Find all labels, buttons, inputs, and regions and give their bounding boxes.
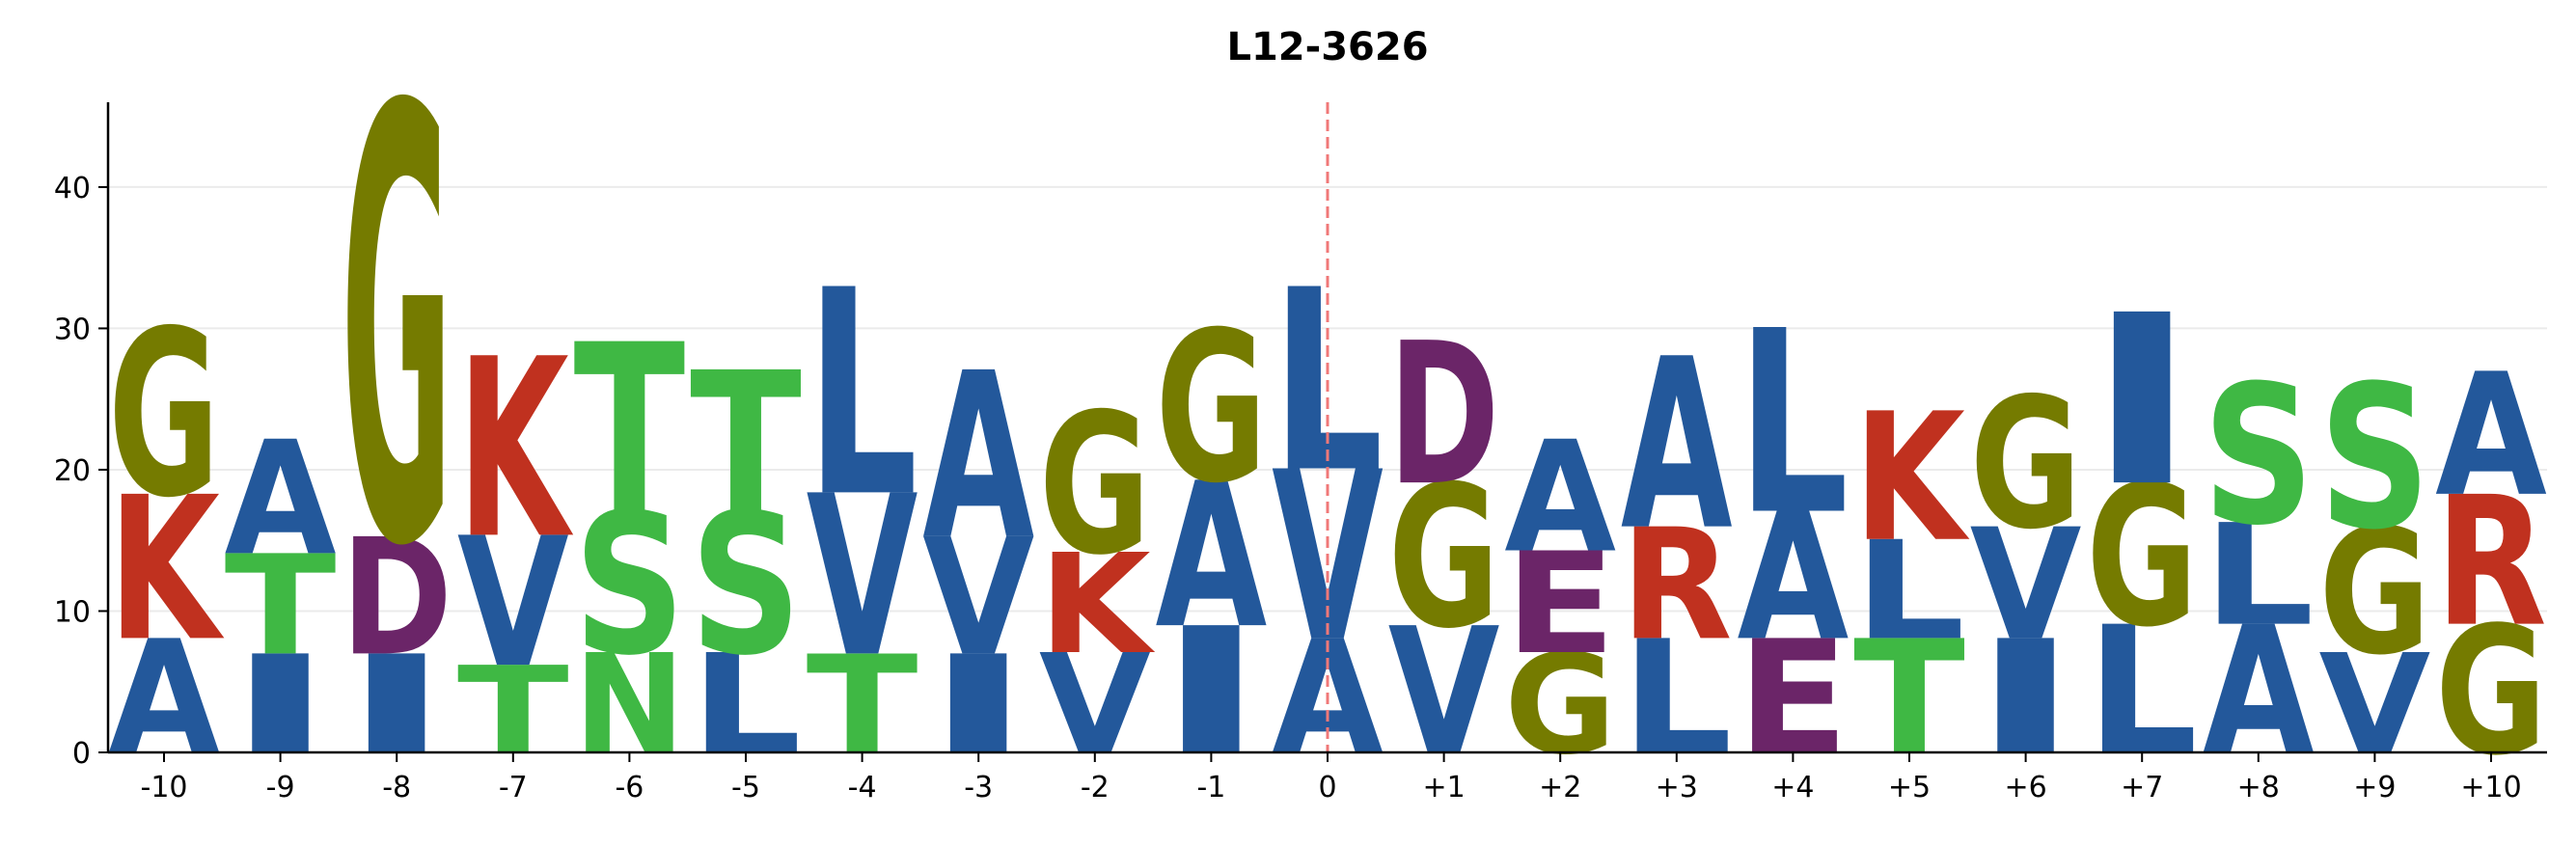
logo-letter: V [922, 505, 1034, 693]
logo-letter: E [1504, 524, 1616, 686]
logo-letter: G [2319, 491, 2431, 693]
logo-letter: L [1738, 278, 1850, 571]
x-tick-label: -1 [1196, 771, 1225, 804]
logo-letter: G [1970, 360, 2082, 570]
logo-letter: A [922, 324, 1034, 590]
logo-letter: S [2319, 343, 2431, 573]
x-tick-label: -5 [731, 771, 760, 804]
x-tick-label: 0 [1318, 771, 1336, 804]
x-tick-label: -2 [1081, 771, 1110, 804]
logo-letter: R [1621, 496, 1733, 674]
logo-letter: G [1039, 372, 1151, 598]
logo-letter: D [341, 504, 452, 692]
x-tick-label: +8 [2237, 771, 2280, 804]
y-tick-label: 0 [72, 737, 91, 771]
x-tick-label: -9 [266, 771, 295, 804]
x-tick-label: +2 [1539, 771, 1581, 804]
logo-letter: L [807, 229, 918, 559]
x-tick-label: +1 [1422, 771, 1465, 804]
logo-letter: R [2435, 458, 2547, 666]
x-tick-label: -10 [141, 771, 188, 804]
logo-letter: A [1156, 440, 1268, 673]
logo-letter: I [2086, 265, 2198, 538]
x-tick-label: +4 [1771, 771, 1814, 804]
x-tick-label: -4 [848, 771, 877, 804]
logo-letter: V [1970, 497, 2082, 674]
logo-letter: G [341, 0, 452, 677]
logo-letter: K [1853, 376, 1970, 581]
logo-letter: G [1156, 286, 1268, 529]
logo-letter: L [2203, 495, 2315, 657]
logo-letter: A [225, 407, 337, 590]
logo-letter: K [457, 308, 574, 594]
y-tick-label: 30 [54, 313, 91, 346]
logo-letter: G [108, 283, 220, 549]
logo-letter: L [1853, 512, 1965, 670]
x-tick-label: -3 [964, 771, 993, 804]
logo-letter: A [1738, 477, 1850, 680]
logo-letter: G [1388, 445, 1500, 672]
logo-letter: V [807, 448, 918, 706]
logo-letter: S [690, 472, 802, 697]
x-tick-label: +10 [2460, 771, 2521, 804]
logo-letter: S [574, 472, 686, 697]
logo-letter: A [1504, 409, 1616, 586]
x-tick-label: -7 [499, 771, 528, 804]
x-tick-label: +9 [2353, 771, 2396, 804]
x-tick-label: +6 [2004, 771, 2046, 804]
logo-letter: K [1039, 525, 1156, 685]
logo-letter: V [457, 500, 569, 708]
logo-letter: K [108, 456, 225, 686]
x-tick-label: +5 [1888, 771, 1931, 804]
logo-letter: S [2203, 343, 2315, 567]
logo-letter: T [225, 526, 337, 687]
x-tick-label: +7 [2121, 771, 2163, 804]
logo-letter: A [1621, 309, 1733, 582]
y-tick-label: 40 [54, 172, 91, 205]
logo-letter: T [690, 331, 802, 557]
y-tick-label: 10 [54, 595, 91, 629]
y-tick-label: 20 [54, 454, 91, 488]
x-tick-label: +3 [1656, 771, 1698, 804]
logo-letter: D [1388, 301, 1500, 530]
logo-letter: A [2435, 339, 2547, 534]
logo-letter: T [574, 295, 686, 566]
x-tick-label: -6 [615, 771, 644, 804]
chart-title: L12-3626 [1226, 25, 1428, 69]
logo-letter: G [2086, 444, 2198, 669]
x-tick-label: -8 [382, 771, 411, 804]
